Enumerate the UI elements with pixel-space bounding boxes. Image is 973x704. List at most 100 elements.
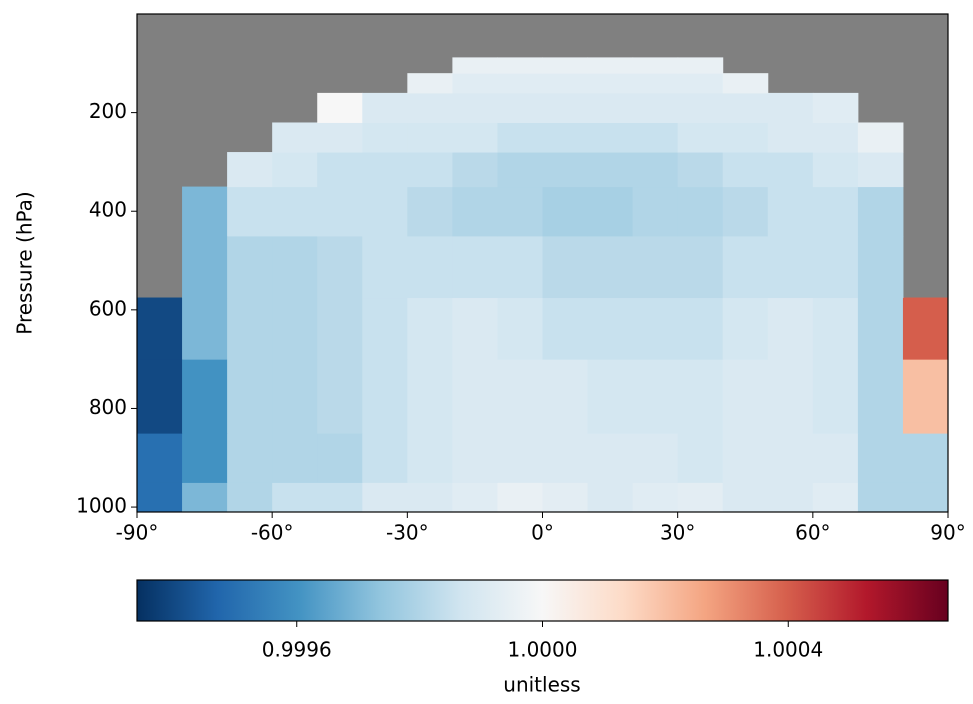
heat-cell: [767, 92, 814, 123]
colorbar-label: unitless: [503, 673, 580, 697]
heat-cell: [857, 359, 904, 434]
heat-cell: [677, 235, 724, 299]
heat-cell: [722, 122, 769, 153]
y-tick-label: 800: [89, 395, 127, 419]
heat-cell: [182, 297, 228, 360]
heat-cell: [812, 482, 859, 513]
heat-cell: [587, 235, 634, 299]
heat-cell: [317, 92, 363, 123]
heat-cell: [767, 482, 814, 513]
heat-cell: [497, 297, 543, 360]
x-tick-label: 30°: [660, 521, 695, 545]
heat-cell: [497, 235, 543, 299]
heat-cell: [227, 235, 273, 299]
heat-cell: [317, 359, 363, 434]
heat-cell: [587, 73, 634, 94]
heat-cell: [587, 92, 634, 123]
heat-cell: [677, 122, 724, 153]
heat-cell: [407, 359, 453, 434]
y-tick-label: 600: [89, 296, 127, 320]
heat-cell: [272, 152, 318, 188]
heat-cell: [317, 235, 363, 299]
heat-cell: [317, 186, 363, 237]
heat-cell: [812, 152, 859, 188]
heat-cell: [497, 152, 543, 188]
heat-cell: [497, 433, 543, 483]
heat-cell: [587, 186, 634, 237]
heat-cell: [722, 297, 769, 360]
heat-cell: [362, 482, 408, 513]
heat-cell: [452, 297, 498, 360]
heat-cell: [542, 359, 589, 434]
heat-cell: [722, 482, 769, 513]
heat-cell: [497, 359, 543, 434]
heat-cell: [812, 297, 859, 360]
heat-cell: [857, 433, 904, 483]
heat-cell: [902, 433, 949, 483]
heat-cell: [812, 235, 859, 299]
heat-cell: [452, 122, 498, 153]
heat-cell: [452, 57, 498, 74]
heat-cell: [542, 433, 589, 483]
heat-cell: [452, 92, 498, 123]
heat-cell: [767, 122, 814, 153]
heat-cell: [722, 152, 769, 188]
heat-cell: [632, 152, 679, 188]
heat-cell: [362, 152, 408, 188]
heat-cell: [407, 152, 453, 188]
y-axis-label: Pressure (hPa): [13, 191, 37, 334]
heat-cell: [632, 92, 679, 123]
heat-cell: [362, 359, 408, 434]
heat-cell: [722, 92, 769, 123]
heat-cell: [587, 122, 634, 153]
heat-cell: [317, 482, 363, 513]
heat-cell: [452, 482, 498, 513]
heat-cell: [632, 235, 679, 299]
heat-cell: [407, 433, 453, 483]
heat-cell: [767, 359, 814, 434]
heat-cell: [407, 482, 453, 513]
heat-cell: [677, 359, 724, 434]
colorbar-tick-label: 1.0004: [753, 638, 823, 662]
heat-cell: [317, 433, 363, 483]
y-tick-label: 1000: [76, 494, 127, 518]
heat-cell: [632, 186, 679, 237]
heat-cell: [227, 186, 273, 237]
heat-cell: [812, 92, 859, 123]
heat-cell: [182, 482, 228, 513]
heat-cell: [677, 297, 724, 360]
heat-cell: [857, 482, 904, 513]
heat-cell: [542, 186, 589, 237]
heat-cell: [227, 152, 273, 188]
heat-cell: [812, 433, 859, 483]
heat-cell: [272, 433, 318, 483]
heat-cell: [767, 433, 814, 483]
heat-cell: [542, 73, 589, 94]
heat-cell: [227, 359, 273, 434]
heat-cell: [857, 297, 904, 360]
heat-cell: [677, 152, 724, 188]
heat-cell: [677, 482, 724, 513]
heat-cell: [767, 235, 814, 299]
heat-cell: [857, 235, 904, 299]
heat-cell: [902, 359, 949, 434]
heat-cell: [722, 73, 769, 94]
heat-cell: [542, 152, 589, 188]
heat-cell: [407, 297, 453, 360]
heat-cell: [227, 433, 273, 483]
heat-cell: [137, 359, 183, 434]
heat-cell: [587, 359, 634, 434]
heat-cell: [317, 297, 363, 360]
heat-cell: [407, 186, 453, 237]
heat-cell: [587, 482, 634, 513]
heat-cell: [587, 297, 634, 360]
heat-cell: [362, 235, 408, 299]
heat-cell: [767, 186, 814, 237]
heat-cell: [452, 235, 498, 299]
heat-cell: [632, 433, 679, 483]
heat-cell: [677, 433, 724, 483]
x-tick-label: 90°: [930, 521, 965, 545]
heat-cell: [497, 92, 543, 123]
heat-cell: [677, 57, 724, 74]
heat-cell: [407, 92, 453, 123]
